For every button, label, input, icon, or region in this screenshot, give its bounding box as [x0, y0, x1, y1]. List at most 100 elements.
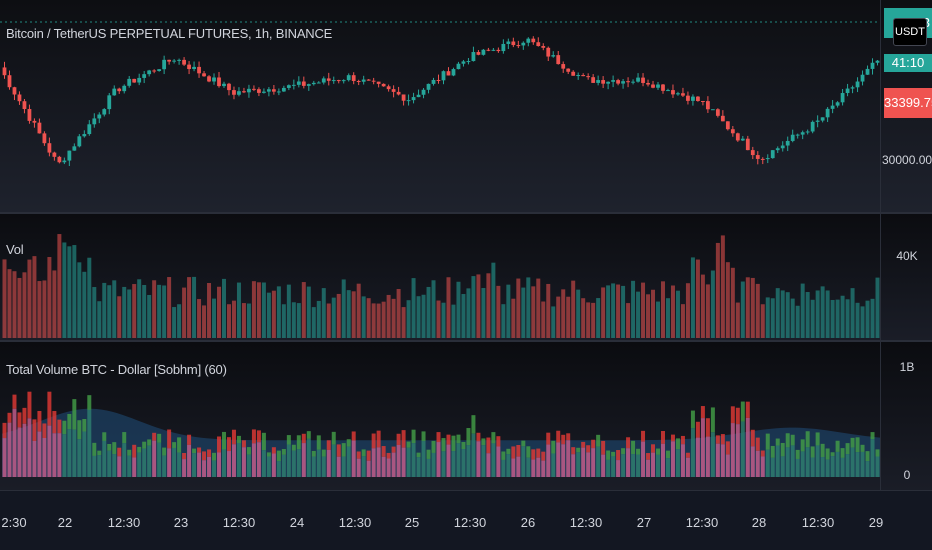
- dollar-volume-bar: [426, 458, 431, 477]
- dollar-volume-bar: [87, 409, 92, 477]
- btc-volume-bar: [536, 448, 541, 458]
- indicator-pane-title[interactable]: Total Volume BTC - Dollar [Sobhm] (60): [6, 362, 227, 377]
- volume-bar: [840, 295, 845, 338]
- candle-body: [77, 136, 82, 147]
- candle-body: [217, 77, 221, 87]
- volume-bar: [631, 280, 636, 338]
- dollar-volume-bar: [670, 441, 675, 477]
- dollar-volume-bar: [760, 456, 765, 477]
- candle-body: [237, 91, 241, 95]
- candle-body: [112, 88, 117, 96]
- volume-bar: [750, 277, 755, 338]
- btc-volume-bar: [636, 448, 641, 455]
- candle-body: [511, 41, 516, 46]
- volume-bar: [486, 273, 491, 338]
- volume-bar: [745, 277, 750, 338]
- volume-bar: [207, 282, 212, 338]
- candle-body: [725, 121, 730, 130]
- dollar-volume-bar: [321, 456, 326, 477]
- volume-bar: [137, 279, 142, 338]
- dollar-volume-bar: [436, 442, 441, 477]
- candle-body: [401, 94, 406, 101]
- candle-body: [740, 138, 745, 141]
- volume-bar: [561, 289, 566, 338]
- volume-bar: [720, 235, 725, 338]
- btc-volume-bar: [67, 413, 72, 430]
- volume-bar: [122, 286, 127, 338]
- btc-volume-bar: [426, 449, 431, 459]
- btc-volume-bar: [601, 440, 606, 455]
- candle-body: [745, 138, 750, 151]
- btc-volume-bar: [745, 401, 750, 418]
- candle-body: [596, 80, 601, 83]
- btc-volume-bar: [381, 446, 386, 457]
- candle-body: [361, 79, 366, 82]
- candle-body: [785, 140, 790, 146]
- dollar-volume-bar: [236, 442, 241, 477]
- volume-bar: [581, 298, 586, 338]
- pane-divider-2[interactable]: [0, 340, 932, 342]
- pane-divider-1[interactable]: [0, 212, 932, 214]
- btc-volume-bar: [27, 391, 32, 419]
- volume-bar: [785, 292, 790, 338]
- volume-bar: [526, 277, 531, 338]
- volume-bar: [641, 282, 646, 338]
- currency-badge[interactable]: USDT: [893, 18, 927, 46]
- btc-volume-bar: [351, 431, 356, 441]
- btc-volume-bar: [77, 420, 82, 440]
- volume-bar: [326, 303, 331, 338]
- volume-pane-title[interactable]: Vol: [6, 242, 24, 257]
- time-axis[interactable]: 2:30 22 12:30 23 12:30 24 12:30 25 12:30…: [0, 491, 932, 550]
- dollar-volume-bar: [745, 417, 750, 477]
- time-label: 29: [868, 515, 884, 530]
- dollar-volume-bar: [127, 455, 132, 477]
- volume-bar: [865, 300, 870, 338]
- candle-body: [107, 95, 112, 110]
- volume-bar: [875, 277, 880, 338]
- candle-body: [840, 93, 845, 103]
- candle-body: [336, 80, 341, 82]
- btc-volume-bar: [102, 432, 107, 441]
- dollar-volume-bar: [27, 418, 32, 477]
- price-pane-title[interactable]: Bitcoin / TetherUS PERPETUAL FUTURES, 1h…: [6, 26, 333, 41]
- candle-body: [681, 93, 685, 96]
- btc-volume-bar: [177, 437, 182, 453]
- btc-volume-bar: [421, 431, 426, 442]
- volume-bar: [321, 288, 326, 338]
- btc-volume-bar: [606, 450, 611, 460]
- dollar-volume-bar: [875, 456, 880, 477]
- volume-bar: [606, 285, 611, 338]
- time-label: 28: [751, 515, 767, 530]
- dollar-volume-bar: [326, 449, 331, 477]
- dollar-volume-bar: [92, 455, 97, 477]
- dollar-volume-bar: [685, 457, 690, 477]
- btc-volume-bar: [646, 453, 651, 460]
- dollar-volume-bar: [396, 445, 401, 477]
- volume-bar: [820, 286, 825, 338]
- btc-volume-bar: [112, 442, 117, 455]
- dollar-volume-bar: [62, 434, 67, 477]
- volume-bar: [870, 298, 875, 338]
- candle-body: [406, 100, 411, 102]
- btc-volume-bar: [845, 443, 850, 455]
- btc-volume-bar: [501, 451, 506, 460]
- volume-bar: [346, 290, 351, 338]
- btc-volume-bar: [321, 449, 326, 457]
- candle-body: [561, 64, 566, 69]
- btc-volume-bar: [87, 395, 92, 410]
- candle-body: [775, 148, 780, 151]
- btc-volume-bar: [152, 432, 157, 441]
- time-label: 25: [404, 515, 420, 530]
- dollar-volume-bar: [651, 452, 656, 477]
- dollar-volume-bar: [346, 446, 351, 477]
- volume-bar: [147, 294, 152, 338]
- btc-volume-bar: [795, 449, 800, 459]
- btc-volume-bar: [785, 433, 790, 448]
- dollar-volume-bar: [182, 459, 187, 477]
- dollar-volume-bar: [311, 456, 316, 477]
- dollar-volume-bar: [192, 453, 197, 477]
- btc-volume-bar: [541, 451, 546, 461]
- candle-body: [571, 71, 576, 76]
- volume-bar: [251, 281, 256, 338]
